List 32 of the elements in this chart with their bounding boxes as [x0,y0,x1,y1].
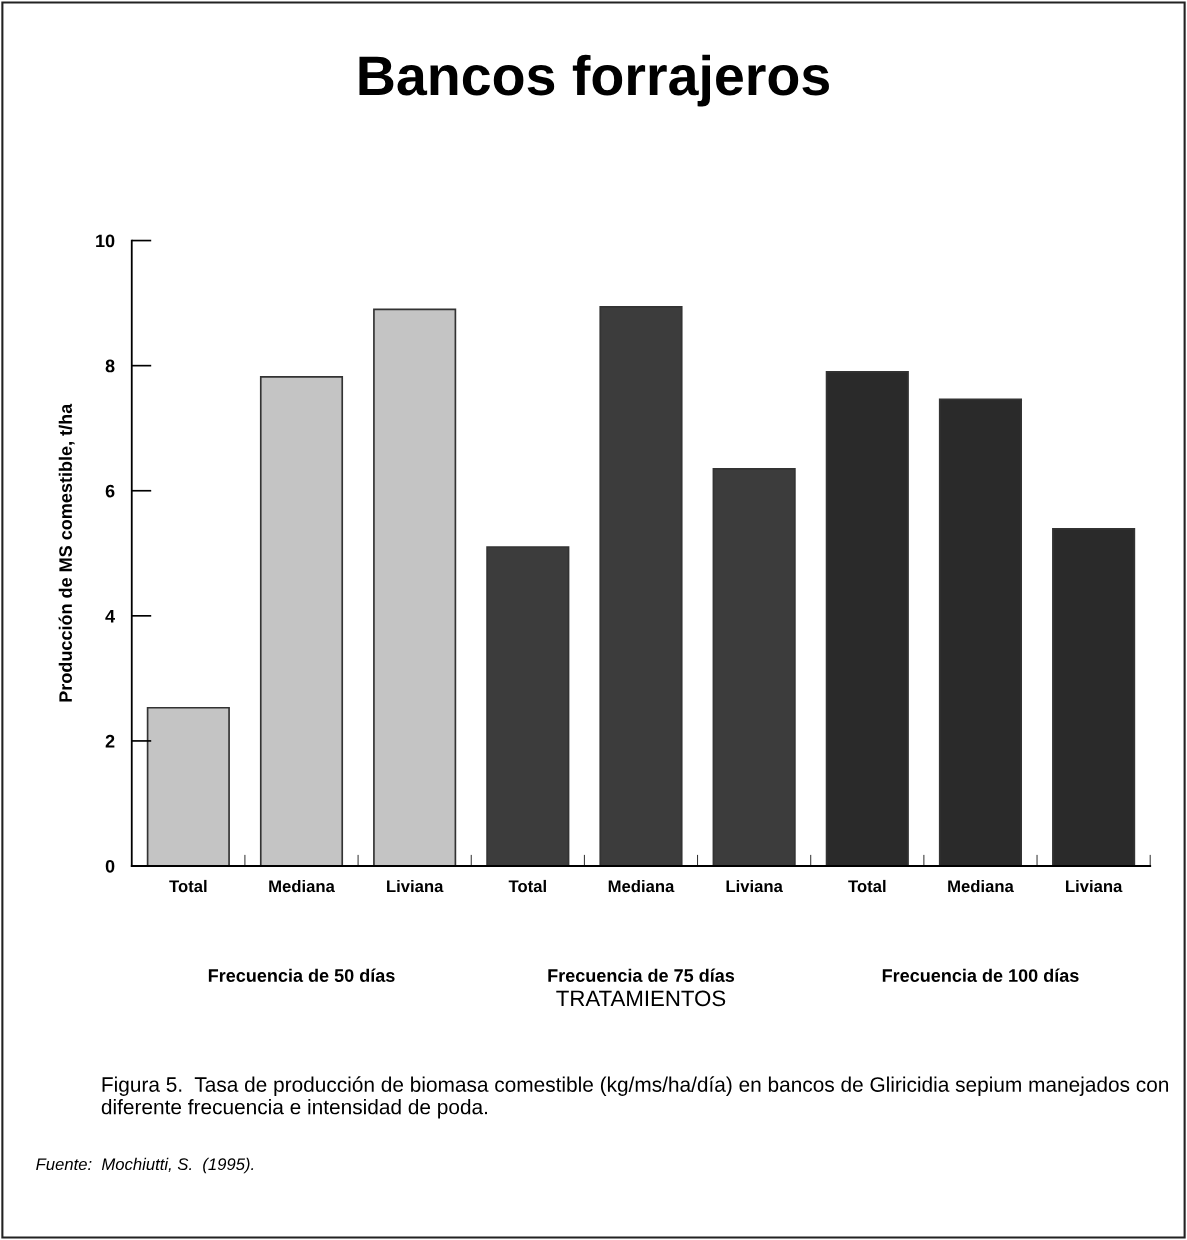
y-tick-label: 0 [105,859,115,873]
y-tick-label: 8 [105,359,115,373]
y-axis-title: Producción de MS comestible, t/ha [58,403,75,702]
x-tick-label: Total [169,879,207,893]
bar [486,546,570,867]
text: Frecuencia de 50 días [208,968,395,982]
text: Frecuencia de 75 días [548,968,735,982]
y-tick-label: 4 [105,609,115,623]
x-tick-label: Liviana [1066,879,1123,893]
x-tick-label: Total [508,879,546,893]
x-tick-label: Mediana [269,879,335,893]
chart-title: Bancos forrajeros [359,54,829,107]
text: Frecuencia de 100 días [882,968,1079,982]
y-tick-label: 10 [96,234,115,248]
x-axis-title: TRATAMIENTOS [556,990,726,1007]
bar [259,376,344,867]
y-tick-label: 2 [105,734,115,748]
bar [938,398,1023,867]
bar [599,306,683,867]
x-tick-label: Total [848,879,886,893]
x-tick-label: Liviana [726,879,783,893]
x-tick-label: Mediana [608,879,675,893]
text: Figura 5. Tasa de producción de biomasa comestible (kg/ms/ha/día) en bancos de Gliricidia sepium manejados con diferente frecuencia e intensidad de poda. [101,1076,1169,1119]
x-tick-label: Liviana [387,879,444,893]
y-tick-label: 6 [105,484,115,498]
bar [146,706,230,867]
bar [825,371,909,867]
bar [1052,528,1136,867]
bar [712,468,796,867]
x-tick-label: Mediana [948,879,1014,893]
bar [373,308,457,867]
source-note: Fuente: Mochiutti, S. (1995). [36,1157,254,1174]
